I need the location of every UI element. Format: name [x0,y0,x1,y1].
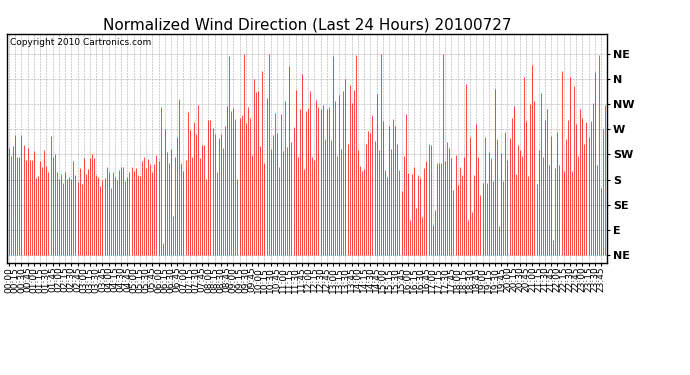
Title: Normalized Wind Direction (Last 24 Hours) 20100727: Normalized Wind Direction (Last 24 Hours… [103,18,511,33]
Text: Copyright 2010 Cartronics.com: Copyright 2010 Cartronics.com [10,38,151,47]
